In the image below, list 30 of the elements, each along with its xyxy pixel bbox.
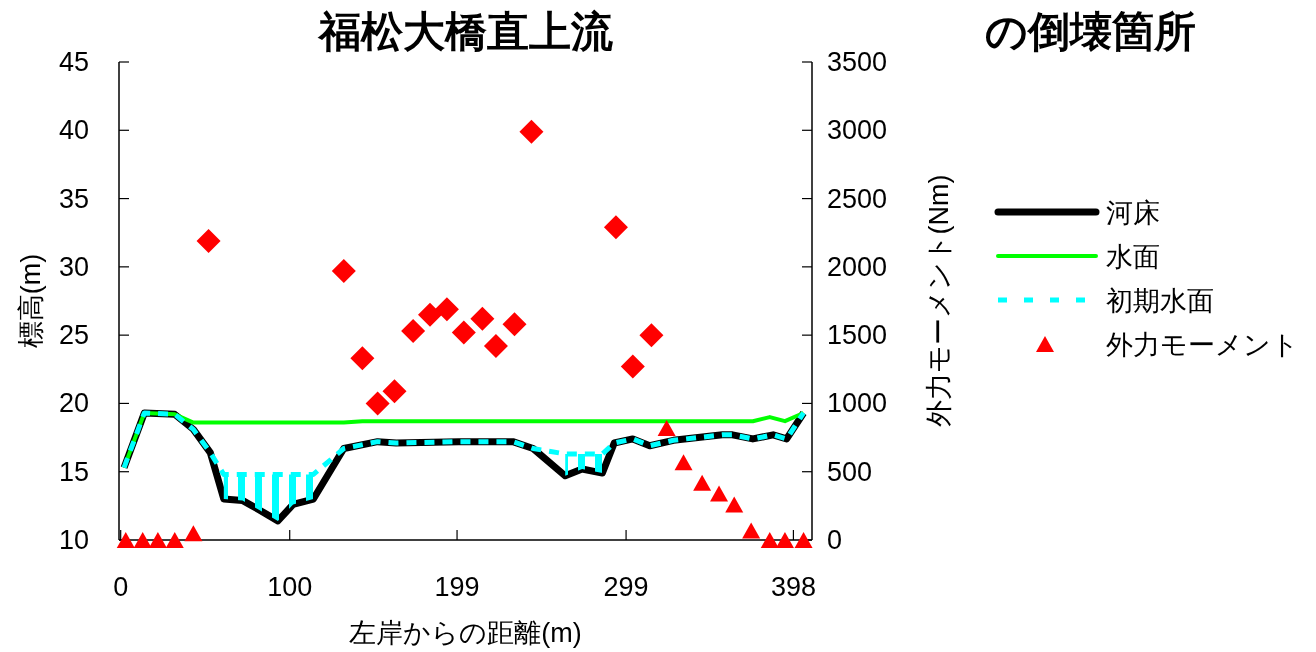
y2-tick-label: 1000: [827, 388, 888, 419]
y2-tick-label: 2000: [827, 251, 888, 282]
y-tick-label: 10: [58, 525, 89, 555]
y-tick-label: 35: [58, 183, 89, 214]
y-tick-label: 15: [58, 456, 89, 487]
x-tick-label: 0: [113, 572, 129, 602]
y-axis-title: 標高(m): [16, 253, 46, 349]
legend-label: 河床: [1106, 198, 1160, 228]
y2-tick-label: 1500: [827, 320, 888, 351]
y2-tick-label: 500: [827, 456, 873, 487]
y2-tick-label: 3000: [827, 115, 888, 146]
legend-label: 初期水面: [1106, 286, 1214, 316]
y-tick-label: 30: [58, 251, 89, 282]
chart-title: 福松大橋直上流: [316, 8, 613, 55]
y-tick-label: 20: [58, 388, 89, 419]
legend-label: 水面: [1106, 242, 1160, 272]
x-tick-label: 299: [603, 572, 649, 602]
y-tick-label: 40: [58, 115, 89, 146]
y-tick-label: 25: [58, 320, 89, 351]
y2-tick-label: 3500: [827, 47, 888, 77]
x-tick-label: 398: [770, 572, 816, 602]
legend-label: 外力モーメント: [1106, 330, 1299, 360]
x-tick-label: 199: [434, 572, 480, 602]
y2-tick-label: 0: [827, 525, 843, 555]
y-tick-label: 45: [58, 47, 89, 77]
x-axis-title: 左岸からの距離(m): [349, 618, 582, 648]
text: の倒壊箇所: [984, 8, 1196, 55]
y2-tick-label: 2500: [827, 183, 888, 214]
x-tick-label: 100: [267, 572, 313, 602]
y2-axis-title: 外力モーメント(Nm): [924, 174, 954, 428]
